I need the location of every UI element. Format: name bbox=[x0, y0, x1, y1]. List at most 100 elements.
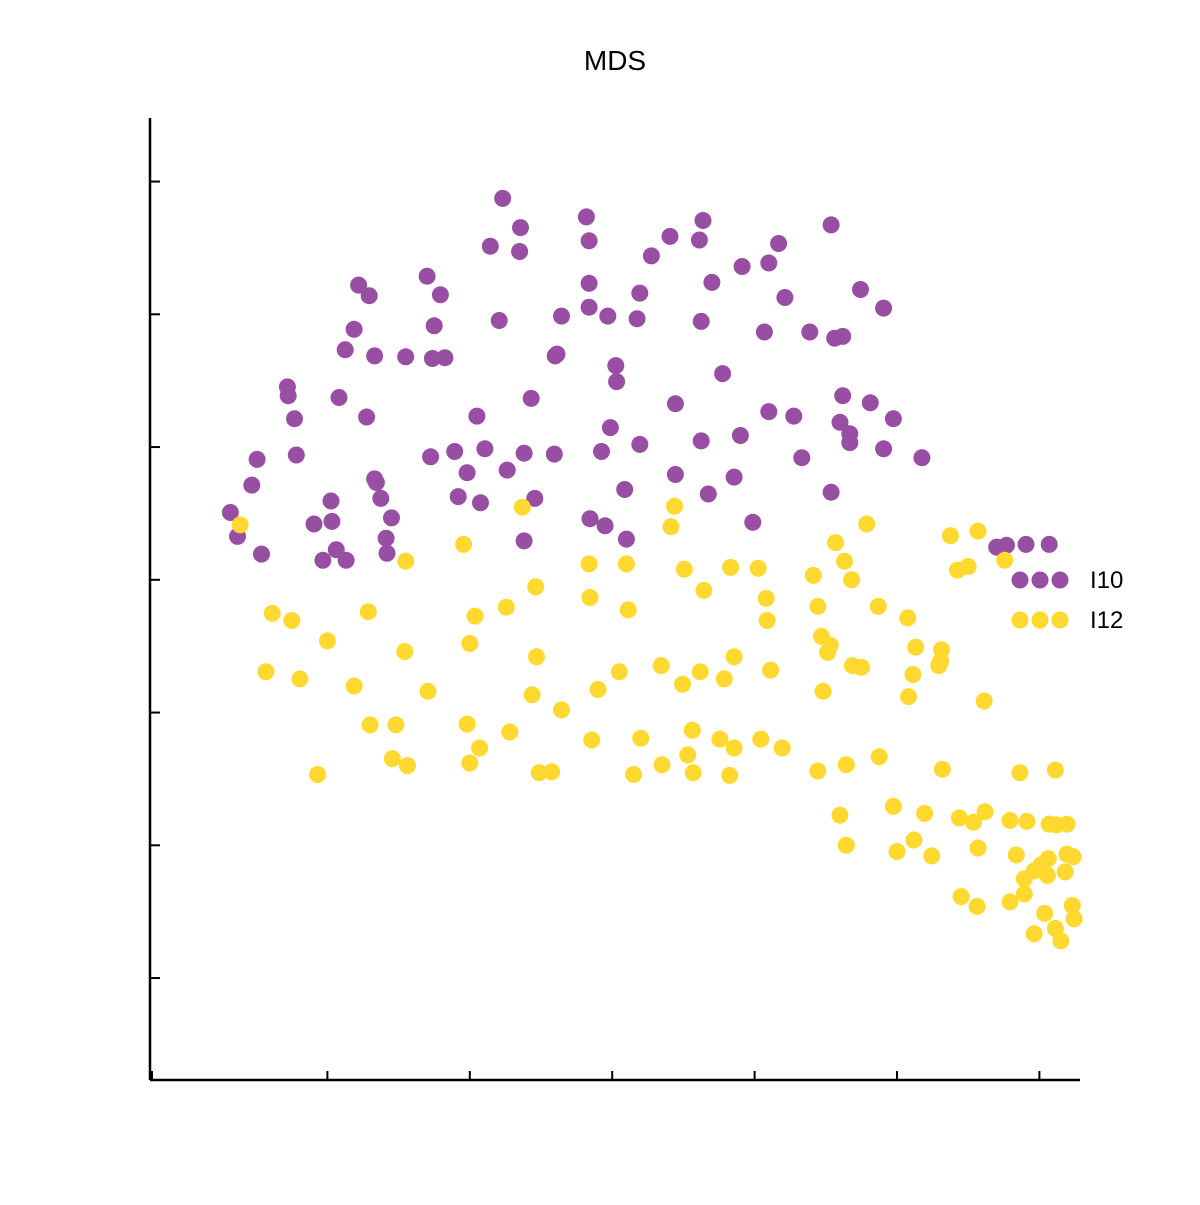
data-point bbox=[330, 389, 348, 406]
data-point bbox=[836, 552, 853, 570]
data-point bbox=[619, 601, 637, 619]
axis-ticks bbox=[150, 180, 1041, 1080]
data-point bbox=[662, 518, 680, 536]
series-i12 bbox=[231, 497, 1083, 950]
data-point bbox=[809, 597, 827, 615]
data-point bbox=[749, 559, 767, 577]
data-point bbox=[1046, 761, 1064, 779]
data-point bbox=[1038, 866, 1056, 884]
data-point bbox=[513, 498, 531, 516]
data-point bbox=[976, 803, 994, 821]
data-point bbox=[446, 443, 464, 460]
data-point bbox=[770, 235, 788, 252]
data-point bbox=[965, 813, 982, 831]
data-point bbox=[913, 449, 931, 467]
data-point bbox=[610, 663, 628, 681]
data-point bbox=[263, 604, 281, 622]
data-point bbox=[257, 663, 275, 681]
data-point bbox=[861, 394, 879, 412]
data-point bbox=[318, 632, 336, 650]
data-point bbox=[652, 657, 670, 675]
data-point bbox=[377, 529, 395, 547]
data-point bbox=[336, 341, 354, 359]
data-point bbox=[907, 638, 925, 656]
data-point bbox=[468, 407, 486, 425]
legend-label: I12 bbox=[1090, 607, 1123, 634]
data-point bbox=[819, 643, 837, 661]
data-point bbox=[580, 555, 598, 573]
legend-marker bbox=[1051, 611, 1069, 629]
data-point bbox=[360, 287, 378, 305]
data-point bbox=[691, 663, 709, 681]
data-point bbox=[243, 476, 261, 494]
data-point bbox=[490, 312, 508, 329]
data-point bbox=[722, 558, 740, 576]
data-point bbox=[870, 748, 888, 766]
data-point bbox=[837, 836, 855, 854]
data-point bbox=[755, 323, 773, 341]
data-point bbox=[744, 513, 762, 531]
data-point bbox=[899, 609, 917, 627]
data-point bbox=[888, 843, 906, 860]
data-point bbox=[950, 809, 968, 827]
data-point bbox=[843, 571, 861, 589]
data-point bbox=[822, 216, 840, 234]
data-point bbox=[287, 446, 305, 464]
data-point bbox=[683, 721, 701, 739]
data-point bbox=[814, 682, 832, 700]
legend-marker bbox=[1031, 611, 1049, 629]
data-point bbox=[383, 750, 401, 768]
data-point bbox=[969, 522, 987, 540]
data-point bbox=[481, 237, 499, 255]
data-point bbox=[617, 555, 635, 573]
data-point bbox=[581, 510, 599, 528]
data-point bbox=[941, 527, 959, 545]
data-point bbox=[1018, 812, 1036, 830]
data-point bbox=[497, 598, 515, 616]
data-point bbox=[455, 535, 473, 553]
data-point bbox=[793, 449, 811, 467]
data-point bbox=[526, 489, 544, 507]
data-point bbox=[461, 754, 479, 772]
data-point bbox=[1001, 812, 1019, 829]
data-point bbox=[690, 231, 708, 249]
data-point bbox=[248, 450, 266, 468]
data-point bbox=[523, 686, 541, 704]
legend-marker bbox=[1031, 571, 1049, 589]
data-point bbox=[608, 373, 626, 391]
data-point bbox=[546, 347, 564, 365]
data-point bbox=[501, 723, 519, 741]
data-point bbox=[725, 739, 743, 757]
data-point bbox=[852, 658, 870, 676]
data-point bbox=[703, 273, 721, 291]
data-point bbox=[631, 284, 649, 302]
data-point bbox=[1025, 925, 1043, 943]
data-points bbox=[221, 189, 1083, 950]
data-point bbox=[760, 254, 778, 272]
data-point bbox=[831, 806, 849, 824]
data-point bbox=[231, 516, 249, 534]
data-point bbox=[498, 461, 516, 479]
series-i10 bbox=[221, 189, 1058, 569]
data-point bbox=[1007, 846, 1025, 864]
data-point bbox=[431, 286, 449, 304]
data-point bbox=[221, 504, 239, 521]
data-point bbox=[423, 350, 441, 367]
data-point bbox=[472, 494, 489, 512]
data-point bbox=[553, 307, 570, 325]
data-point bbox=[1025, 862, 1043, 880]
data-point bbox=[834, 387, 852, 405]
data-point bbox=[949, 561, 966, 579]
data-point bbox=[279, 387, 297, 405]
data-point bbox=[952, 888, 970, 906]
data-point bbox=[397, 348, 415, 366]
data-point bbox=[631, 435, 649, 453]
data-point bbox=[361, 716, 379, 734]
data-point bbox=[834, 327, 852, 345]
data-point bbox=[1065, 910, 1083, 928]
data-point bbox=[785, 407, 803, 425]
data-point bbox=[1001, 893, 1019, 911]
data-point bbox=[580, 298, 598, 316]
data-point bbox=[661, 227, 679, 245]
